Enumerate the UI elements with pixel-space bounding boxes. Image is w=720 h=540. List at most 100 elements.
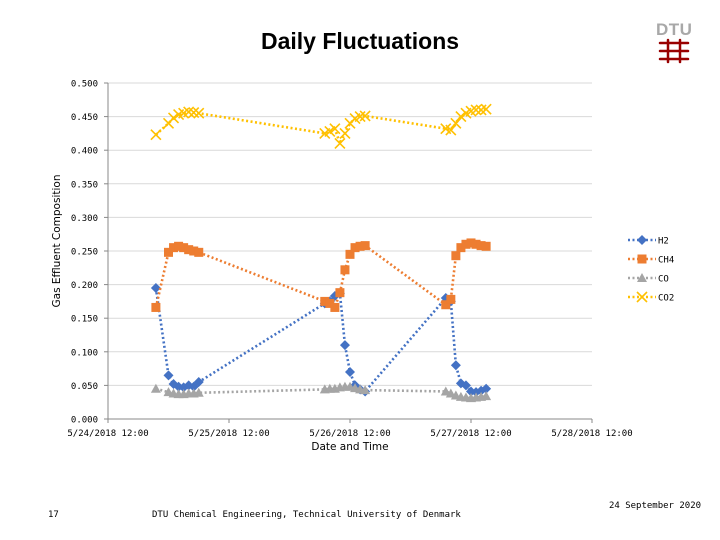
data-point-ch4 xyxy=(340,265,350,275)
data-point-co2-stroke xyxy=(183,106,195,118)
data-point-ch4 xyxy=(330,302,340,312)
y-tick-label: 0.500 xyxy=(71,80,98,90)
footer-date: 24 September 2020 xyxy=(608,501,702,511)
y-tick-label: 0.300 xyxy=(71,214,98,224)
data-point-ch4 xyxy=(179,243,189,253)
series-co2 xyxy=(150,103,492,150)
data-point-co2 xyxy=(150,129,162,141)
y-axis-title: Gas Effluent Composition xyxy=(51,175,63,308)
data-point-co2-stroke xyxy=(193,107,205,119)
data-point-co2-stroke xyxy=(440,123,452,135)
legend-swatch-marker xyxy=(637,273,647,282)
y-tick-label: 0.150 xyxy=(71,315,98,325)
x-tick-label: 5/27/2018 12:00 xyxy=(430,429,511,439)
dtu-logo-mark xyxy=(658,38,690,64)
data-point-co2 xyxy=(480,103,492,115)
x-tick-label: 5/24/2018 12:00 xyxy=(67,429,148,439)
data-point-ch4 xyxy=(441,300,451,310)
data-point-co2 xyxy=(339,127,351,139)
data-point-co2 xyxy=(445,124,457,136)
data-point-h2 xyxy=(339,340,350,351)
legend-item-ch4: CH4 xyxy=(628,254,674,266)
x-tick-label: 5/25/2018 12:00 xyxy=(188,429,269,439)
x-axis-title: Date and Time xyxy=(311,441,388,453)
data-point-h2 xyxy=(450,360,461,371)
data-point-h2 xyxy=(150,282,161,293)
y-tick-label: 0.400 xyxy=(71,147,98,157)
data-point-co2-stroke xyxy=(334,137,346,150)
data-point-co2 xyxy=(450,117,462,129)
y-tick-label: 0.350 xyxy=(71,180,98,190)
data-point-ch4 xyxy=(164,247,173,257)
data-point-co2-stroke xyxy=(188,107,200,119)
data-point-co2 xyxy=(455,111,467,123)
x-tick-label: 5/28/2018 12:00 xyxy=(551,429,632,439)
data-point-ch4 xyxy=(194,247,204,257)
legend-swatch-marker-stroke xyxy=(636,291,648,303)
data-point-ch4 xyxy=(456,243,466,253)
data-point-ch4 xyxy=(481,241,491,251)
data-point-co xyxy=(193,387,204,397)
data-point-ch4 xyxy=(174,241,184,251)
data-point-h2 xyxy=(345,366,355,377)
data-point-ch4 xyxy=(446,294,456,304)
data-point-h2 xyxy=(481,383,492,394)
data-point-co2-stroke xyxy=(339,127,351,139)
legend-swatch-marker xyxy=(637,254,647,264)
legend-label: CO2 xyxy=(658,294,674,304)
dtu-logo: DTU xyxy=(656,20,692,66)
data-point-co2-stroke xyxy=(450,117,462,129)
data-point-co2 xyxy=(359,110,371,122)
data-point-co2-stroke xyxy=(359,110,371,122)
chart-series xyxy=(150,103,492,403)
series-co xyxy=(150,381,492,403)
legend-label: CH4 xyxy=(658,256,674,266)
series-line-ch4 xyxy=(154,241,487,310)
data-point-co2-stroke xyxy=(455,111,467,123)
data-point-h2 xyxy=(193,377,204,388)
y-tick-label: 0.000 xyxy=(71,416,98,426)
legend-label: CO xyxy=(658,275,669,285)
x-tick-label: 5/26/2018 12:00 xyxy=(309,429,390,439)
data-point-ch4 xyxy=(325,298,335,308)
y-tick-label: 0.450 xyxy=(71,113,98,123)
data-point-co2 xyxy=(329,123,341,135)
footer-text: DTU Chemical Engineering, Technical Univ… xyxy=(152,510,461,520)
data-point-co2-stroke xyxy=(329,123,341,135)
series-line-co2 xyxy=(155,107,487,147)
dtu-logo-text: DTU xyxy=(656,20,693,39)
data-point-ch4 xyxy=(461,239,471,249)
legend-label: H2 xyxy=(658,237,669,247)
chart-legend: H2 CH4 CO CO2 xyxy=(628,235,674,304)
data-point-co2 xyxy=(470,104,482,116)
data-point-co2-stroke xyxy=(445,124,457,136)
chart-axes: 0.000 0.050 0.100 0.150 0.200 0.250 0.300 0.350… xyxy=(51,80,633,454)
y-tick-label: 0.250 xyxy=(71,248,98,258)
y-tick-label: 0.100 xyxy=(71,348,98,358)
legend-swatch-marker xyxy=(637,235,647,245)
data-point-co2 xyxy=(334,137,346,150)
data-point-co2 xyxy=(193,107,205,119)
legend-item-h2: H2 xyxy=(628,235,669,247)
y-tick-label: 0.200 xyxy=(71,281,98,291)
data-point-co xyxy=(481,391,492,401)
data-point-h2 xyxy=(163,370,174,381)
data-point-co xyxy=(360,385,371,395)
data-point-ch4 xyxy=(451,251,461,261)
data-point-co2-stroke xyxy=(150,129,162,141)
legend-swatch-marker xyxy=(636,291,648,303)
series-ch4 xyxy=(151,238,491,312)
data-point-ch4 xyxy=(345,249,355,259)
data-point-ch4 xyxy=(360,241,370,251)
data-point-ch4 xyxy=(184,245,194,255)
data-point-ch4 xyxy=(169,243,179,253)
data-point-ch4 xyxy=(151,302,161,312)
data-point-co xyxy=(150,383,161,393)
legend-item-co2: CO2 xyxy=(628,291,674,304)
data-point-co2-stroke xyxy=(167,112,180,124)
y-tick-label: 0.050 xyxy=(71,382,98,392)
data-point-ch4 xyxy=(350,243,360,253)
data-point-ch4 xyxy=(355,241,365,251)
legend-item-co: CO xyxy=(628,273,669,285)
